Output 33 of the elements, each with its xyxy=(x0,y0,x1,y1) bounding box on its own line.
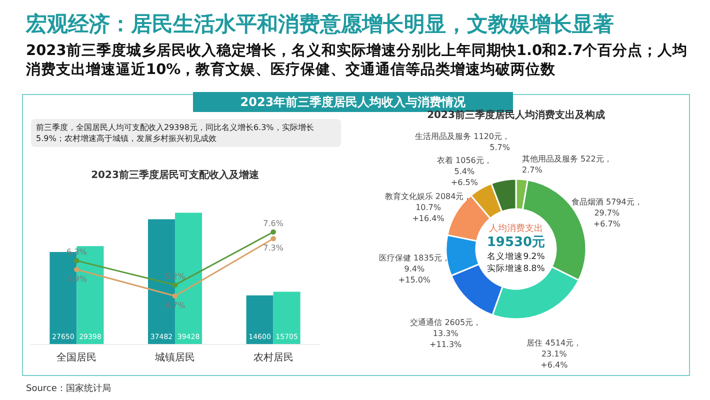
text: 2023前三季度城乡居民收入稳定增长，名义和实际增速分别比上年同期快1.0和2.7个百分点；人均消费支出增速逼近10%，教育文娱、医疗保健、交通通信等品类增速均破两位数 xyxy=(26,42,689,80)
text: 人均消费支出 xyxy=(488,223,544,235)
point xyxy=(172,282,178,288)
text: 19530元 xyxy=(486,235,546,251)
chart-title: 2023前三季度居民可支配收入及增速 xyxy=(91,169,260,181)
slice-label: 医疗保健 1835元， 9.4% +15.0% xyxy=(379,254,450,285)
text: 名义增速9.2% xyxy=(486,251,546,263)
point xyxy=(74,258,80,264)
data-label: 7.3% xyxy=(263,244,284,253)
source-note: Source：国家统计局 xyxy=(26,382,111,395)
bar xyxy=(273,292,300,344)
slice-label: 衣着 1056元， 5.4% +6.5% xyxy=(436,156,492,188)
chart-title: 2023前三季度居民人均消费支出及构成 xyxy=(427,109,605,121)
slice-label: 交通通信 2605元， 13.3% +11.3% xyxy=(410,318,482,349)
x-tick-label: 城镇居民 xyxy=(154,352,195,364)
point xyxy=(172,293,178,299)
slice-label: 生活用品及服务 1120元， 5.7% xyxy=(415,132,510,152)
text: 2023年前三季度居民人均收入与消费情况 xyxy=(240,95,466,109)
x-tick-label: 农村居民 xyxy=(253,352,294,364)
data-label: 4.7% xyxy=(164,301,186,310)
data-label: 7.6% xyxy=(263,219,284,228)
slice-label: 居住 4514元， 23.1% +6.4% xyxy=(526,338,582,370)
point xyxy=(74,266,80,272)
text: 实际增速8.8% xyxy=(486,263,546,275)
bar xyxy=(246,295,274,344)
text: 前三季度，全国居民人均可支配收入29398元，同比名义增长6.3%，实际增长5.9%；农村增速高于城镇，发展乡村振兴初见成效 xyxy=(31,119,341,147)
slice-label: 教育文化娱乐 2084元， 10.7% +16.4% xyxy=(384,192,472,223)
text: 宏观经济：居民生活水平和消费意愿增长明显，文教娱增长显著 xyxy=(26,11,614,38)
slice-label: 其他用品及服务 522元， 2.7% xyxy=(522,154,612,174)
slice-label: 食品烟酒 5794元， 29.7% +6.7% xyxy=(571,198,642,229)
point xyxy=(270,236,276,242)
x-tick-label: 全国居民 xyxy=(56,352,97,364)
point xyxy=(270,229,276,235)
